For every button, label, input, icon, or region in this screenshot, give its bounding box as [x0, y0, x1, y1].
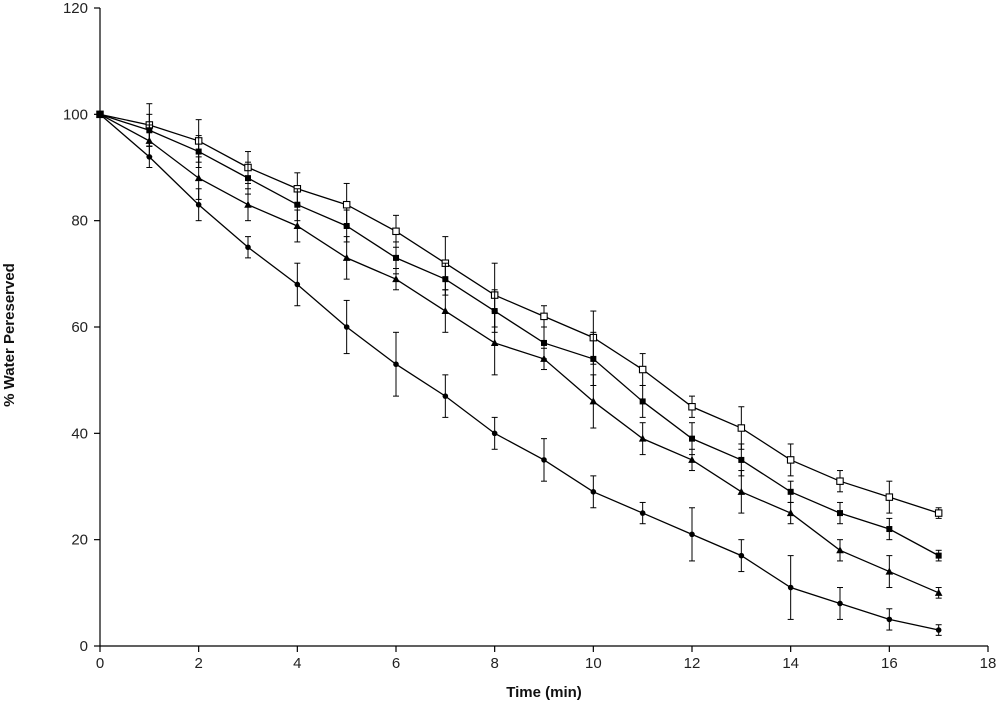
data-point — [491, 430, 498, 437]
data-point — [540, 354, 548, 362]
x-tick-label: 8 — [490, 655, 498, 672]
data-point — [935, 552, 942, 559]
series-3 — [96, 110, 943, 599]
series-line — [99, 113, 939, 631]
data-point — [442, 276, 449, 283]
x-tick-label: 0 — [96, 655, 104, 672]
series-4 — [97, 111, 942, 636]
data-point — [194, 174, 203, 182]
data-point — [294, 281, 301, 288]
data-point — [393, 361, 399, 368]
y-axis-ticks: 0 20 40 60 80 100 120 — [63, 0, 100, 655]
x-tick-label: 10 — [585, 655, 602, 672]
data-point — [392, 227, 400, 236]
x-tick-label: 12 — [684, 655, 701, 672]
data-point — [393, 254, 399, 261]
series-1 — [96, 103, 943, 519]
data-point — [490, 338, 499, 346]
data-point — [145, 136, 154, 144]
data-point — [837, 510, 843, 517]
data-point — [343, 222, 350, 229]
data-point — [836, 477, 844, 485]
data-point — [590, 355, 597, 362]
data-point — [146, 154, 153, 160]
data-point — [786, 509, 795, 517]
data-point — [738, 552, 745, 559]
y-tick-label: 120 — [63, 0, 88, 17]
data-point — [441, 307, 450, 315]
data-point — [737, 424, 746, 432]
data-point — [787, 488, 794, 495]
data-point — [392, 275, 400, 283]
series-line — [99, 113, 939, 594]
x-tick-label: 14 — [782, 655, 799, 672]
data-point — [689, 435, 695, 442]
data-point — [589, 397, 598, 405]
data-point — [639, 510, 646, 516]
data-point — [786, 456, 795, 464]
data-point — [442, 393, 449, 399]
data-point — [688, 402, 696, 411]
data-point — [738, 456, 745, 463]
x-axis-title: Time (min) — [506, 684, 582, 701]
y-axis-title: % Water Pereserved — [1, 263, 18, 407]
data-point — [245, 244, 251, 251]
data-point — [737, 487, 746, 495]
data-point — [886, 616, 893, 623]
data-point — [934, 509, 943, 517]
data-point — [934, 588, 943, 596]
data-point — [787, 584, 794, 591]
data-point — [97, 111, 103, 118]
data-point — [886, 526, 893, 533]
x-tick-label: 16 — [881, 655, 898, 672]
data-point — [195, 201, 202, 208]
y-tick-label: 40 — [71, 425, 88, 442]
x-axis-ticks: 0 2 4 6 8 10 12 14 16 18 — [96, 646, 997, 672]
data-point — [195, 148, 202, 155]
data-point — [935, 627, 942, 633]
data-point — [638, 434, 647, 442]
x-tick-label: 2 — [194, 655, 202, 672]
data-point — [688, 455, 696, 463]
data-point — [342, 253, 351, 261]
y-tick-label: 20 — [71, 532, 88, 549]
data-point — [836, 546, 844, 554]
data-point — [837, 600, 843, 607]
data-point — [639, 398, 646, 405]
series-layer — [96, 103, 943, 636]
series-2 — [97, 111, 942, 562]
data-point — [885, 493, 894, 501]
data-point — [590, 489, 597, 495]
series-line — [99, 113, 939, 557]
data-point — [244, 200, 252, 208]
x-tick-label: 18 — [980, 655, 997, 672]
x-tick-label: 6 — [392, 655, 400, 672]
data-point — [540, 312, 548, 321]
x-tick-label: 4 — [293, 655, 301, 672]
data-point — [689, 531, 695, 538]
data-point — [541, 457, 547, 463]
data-point — [294, 201, 301, 208]
data-point — [293, 221, 302, 229]
y-tick-label: 0 — [80, 638, 88, 655]
y-tick-label: 100 — [63, 106, 88, 123]
data-point — [342, 200, 351, 209]
data-point — [343, 324, 350, 330]
data-point — [638, 365, 647, 374]
series-line — [99, 113, 939, 514]
data-point — [245, 175, 251, 182]
data-point — [541, 339, 547, 346]
data-point — [885, 567, 894, 575]
y-tick-label: 60 — [71, 319, 88, 336]
y-tick-label: 80 — [71, 213, 88, 230]
